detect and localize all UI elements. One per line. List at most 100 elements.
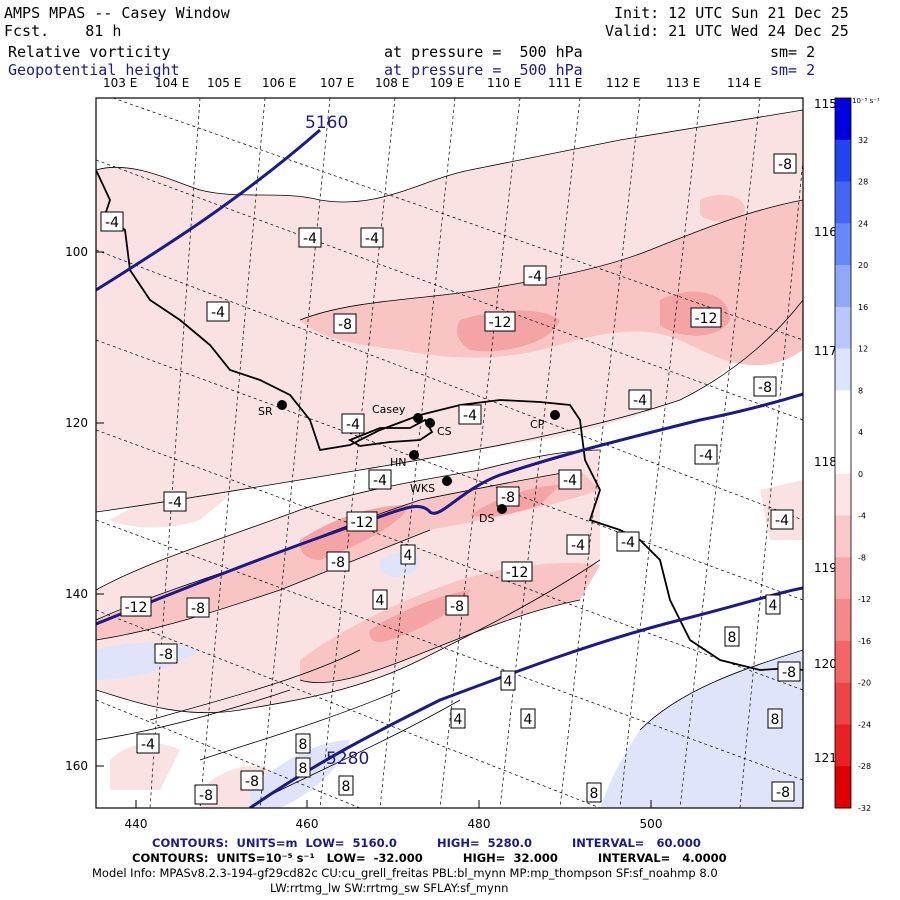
vort-label: 4 [765, 594, 781, 615]
colorbar-segment [835, 432, 851, 475]
colorbar-tick: -12 [858, 595, 871, 604]
vort-label: -8 [496, 486, 520, 507]
colorbar-segment [835, 682, 851, 725]
colorbar-segment [835, 139, 851, 183]
forecast-label: Fcst. 81 h [4, 22, 121, 40]
top-lon-label: 104 E [155, 76, 190, 90]
vort-contour-labels: -4 -4 -4 -4 -4 -4 -4 -4 -4 -4 -4 -4 -8 -8 -8 -8 -8 -8 -8 -8… [100, 153, 801, 805]
colorbar-tick: -28 [858, 762, 871, 771]
height-contour-info: CONTOURS: UNITS=m LOW= 5160.0 HIGH= 5280… [152, 836, 701, 850]
svg-text:-8: -8 [778, 157, 792, 173]
vort-label: -8 [194, 784, 218, 805]
top-lon-label: 114 E [727, 76, 762, 90]
y-tick-label: 100 [65, 245, 88, 259]
svg-text:-4: -4 [633, 393, 647, 409]
vort-label: -8 [445, 595, 469, 616]
x-tick-label: 460 [296, 817, 319, 831]
vort-label: -4 [360, 227, 384, 248]
svg-text:-8: -8 [338, 317, 352, 333]
svg-text:-4: -4 [211, 305, 225, 321]
svg-text:-12: -12 [125, 600, 148, 616]
init-time: Init: 12 UTC Sun 21 Dec 25 [614, 4, 849, 22]
plot-title: AMPS MPAS -- Casey Window [4, 4, 230, 22]
field1-name: Relative vorticity [8, 43, 171, 61]
top-lon-label: 103 E [103, 76, 138, 90]
vort-label: 4 [400, 544, 416, 565]
vort-label: -8 [777, 661, 801, 682]
top-lon-label: 107 E [320, 76, 355, 90]
vort-label: -4 [206, 301, 230, 322]
vort-label: -8 [240, 770, 264, 791]
svg-text:-4: -4 [775, 513, 789, 529]
svg-text:-12: -12 [489, 315, 512, 331]
svg-text:4: 4 [376, 593, 385, 609]
colorbar-segment [835, 766, 851, 809]
svg-text:4: 4 [524, 712, 533, 728]
colorbar-segment [835, 306, 851, 350]
colorbar-segment [835, 390, 851, 433]
vort-label: -4 [100, 211, 124, 232]
vort-label: 8 [586, 782, 602, 803]
colorbar-tick: 32 [858, 136, 868, 145]
station-casey: Casey [372, 403, 423, 423]
svg-text:-8: -8 [191, 601, 205, 617]
y-tick-label: 120 [65, 416, 88, 430]
top-lon-label: 111 E [548, 76, 583, 90]
map-frame [95, 97, 804, 809]
station-hn: HN [390, 450, 419, 469]
svg-text:-8: -8 [501, 490, 515, 506]
svg-text:4: 4 [404, 548, 413, 564]
vort-label: -8 [773, 153, 797, 174]
svg-text:-4: -4 [563, 473, 577, 489]
svg-text:8: 8 [299, 761, 308, 777]
svg-text:-4: -4 [346, 417, 360, 433]
svg-text:-8: -8 [199, 788, 213, 804]
vort-label: -4 [616, 531, 640, 552]
svg-text:-4: -4 [463, 408, 477, 424]
colorbar-tick: 24 [858, 219, 868, 228]
station-sr: SR [258, 400, 287, 418]
svg-text:Casey: Casey [372, 403, 406, 416]
svg-text:8: 8 [728, 630, 737, 646]
vort-label: -4 [770, 509, 794, 530]
svg-text:-8: -8 [331, 555, 345, 571]
colorbar-tick: -32 [858, 804, 871, 813]
y-tick-label: 160 [65, 759, 88, 773]
field2-smoothing: sm= 2 [770, 61, 816, 79]
svg-text:-8: -8 [782, 665, 796, 681]
svg-text:-8: -8 [776, 785, 790, 801]
vort-label: -8 [326, 551, 350, 572]
svg-text:HN: HN [390, 456, 407, 469]
svg-text:8: 8 [771, 712, 780, 728]
vort-label: -8 [154, 643, 178, 664]
vort-label: -4 [368, 469, 392, 490]
colorbar-segment [835, 640, 851, 684]
model-info: Model Info: MPASv8.2.3-194-gf29cd82c CU:… [92, 866, 718, 880]
vort-label: -8 [186, 597, 210, 618]
vort-label: -12 [690, 307, 722, 328]
svg-text:-8: -8 [245, 774, 259, 790]
field2-name: Geopotential height [8, 61, 180, 79]
colorbar-tick: -4 [858, 512, 866, 521]
vort-label: -4 [298, 227, 322, 248]
colorbar-segment [835, 515, 851, 558]
field1-level: at pressure = 500 hPa [384, 43, 583, 61]
svg-text:DS: DS [479, 512, 494, 525]
vort-label: -4 [136, 733, 160, 754]
height-contours [96, 128, 803, 808]
svg-text:-4: -4 [373, 473, 387, 489]
svg-text:-4: -4 [699, 448, 713, 464]
svg-text:CS: CS [437, 425, 452, 438]
colorbar-tick: 20 [858, 261, 868, 270]
station-cp: CP [530, 410, 560, 431]
colorbar-tick: 8 [858, 386, 863, 395]
svg-text:WKS: WKS [410, 482, 435, 495]
colorbar-segment [835, 724, 851, 767]
station-ds: DS [479, 504, 507, 525]
svg-text:4: 4 [454, 712, 463, 728]
y-tick-label: 140 [65, 587, 88, 601]
station-cs: CS [425, 418, 452, 438]
svg-text:CP: CP [530, 418, 545, 431]
colorbar: 10⁻⁵ s⁻¹ 32 28 24 20 16 12 8 4 0 -4 -8 -12 -16 -20 -24 -… [834, 97, 880, 813]
